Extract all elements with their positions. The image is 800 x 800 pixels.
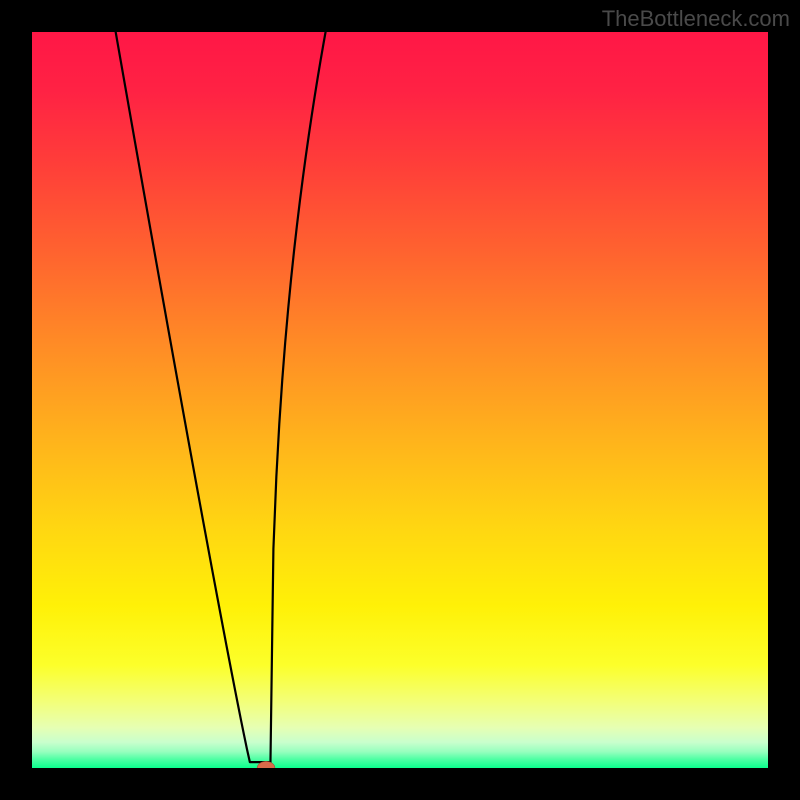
bottleneck-curve-chart <box>32 32 768 768</box>
chart-area <box>32 32 768 768</box>
gradient-background <box>32 32 768 768</box>
watermark-text: TheBottleneck.com <box>602 6 790 32</box>
